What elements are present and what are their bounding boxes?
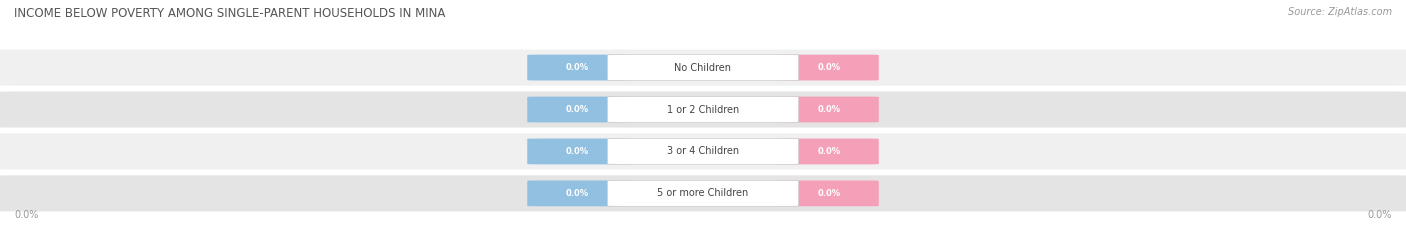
Text: 0.0%: 0.0% (1368, 210, 1392, 220)
FancyBboxPatch shape (607, 181, 799, 206)
FancyBboxPatch shape (779, 139, 879, 164)
Text: INCOME BELOW POVERTY AMONG SINGLE-PARENT HOUSEHOLDS IN MINA: INCOME BELOW POVERTY AMONG SINGLE-PARENT… (14, 7, 446, 20)
Text: 0.0%: 0.0% (14, 210, 38, 220)
Text: 0.0%: 0.0% (565, 63, 589, 72)
FancyBboxPatch shape (527, 97, 627, 122)
FancyBboxPatch shape (0, 50, 1406, 86)
FancyBboxPatch shape (779, 55, 879, 80)
FancyBboxPatch shape (527, 139, 627, 164)
FancyBboxPatch shape (0, 92, 1406, 127)
FancyBboxPatch shape (0, 134, 1406, 169)
FancyBboxPatch shape (607, 55, 799, 80)
Text: 0.0%: 0.0% (565, 147, 589, 156)
Text: 0.0%: 0.0% (817, 105, 841, 114)
FancyBboxPatch shape (607, 97, 799, 122)
Text: No Children: No Children (675, 63, 731, 72)
FancyBboxPatch shape (0, 175, 1406, 211)
Text: 0.0%: 0.0% (565, 105, 589, 114)
Text: 3 or 4 Children: 3 or 4 Children (666, 147, 740, 156)
Text: 0.0%: 0.0% (565, 189, 589, 198)
Text: Source: ZipAtlas.com: Source: ZipAtlas.com (1288, 7, 1392, 17)
Text: 1 or 2 Children: 1 or 2 Children (666, 105, 740, 114)
FancyBboxPatch shape (527, 55, 627, 80)
FancyBboxPatch shape (779, 97, 879, 122)
Text: 0.0%: 0.0% (817, 147, 841, 156)
Text: 5 or more Children: 5 or more Children (658, 188, 748, 198)
Text: 0.0%: 0.0% (817, 189, 841, 198)
Text: 0.0%: 0.0% (817, 63, 841, 72)
FancyBboxPatch shape (527, 181, 627, 206)
FancyBboxPatch shape (607, 139, 799, 164)
FancyBboxPatch shape (779, 181, 879, 206)
